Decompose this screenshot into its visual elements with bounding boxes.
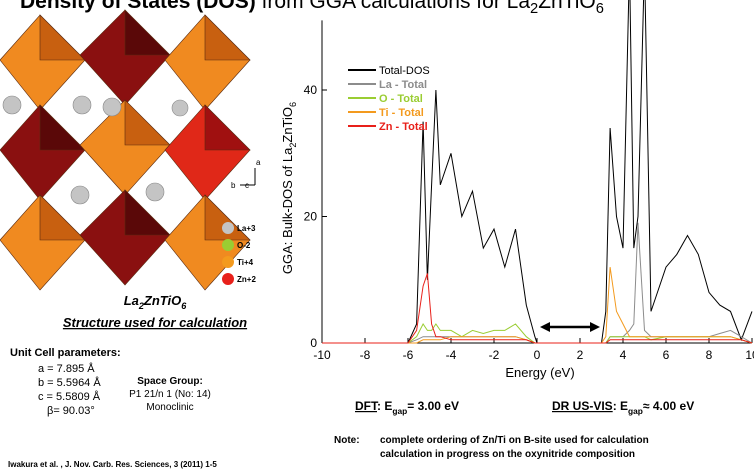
title-text: from GGA calculations for La [262, 0, 531, 13]
result-text: : E [613, 399, 628, 413]
y-label-text: GGA: Bulk-DOS of La [280, 147, 295, 274]
cell-heading: Unit Cell parameters: [10, 347, 121, 359]
y-label-text: ZnTiO [280, 107, 295, 143]
formula-text: La [124, 293, 139, 308]
space-group: P1 21/n 1 (No: 14) [129, 389, 211, 400]
result-text: : E [377, 399, 392, 413]
x-tick-label: -8 [360, 348, 371, 362]
formula: La2ZnTiO6 [124, 293, 188, 311]
cell-param: b = 5.5964 Å [38, 376, 101, 389]
dos-line [322, 0, 752, 343]
dos-line [322, 267, 752, 343]
result-text: ≈ 4.00 eV [643, 399, 694, 413]
axis-letter: b [231, 181, 236, 190]
title-bold: Density of States (DOS) [20, 0, 256, 13]
y-label-sub: 6 [288, 102, 298, 107]
atom-swatch [222, 273, 234, 285]
slide-title: Density of States (DOS) from GGA calcula… [20, 0, 604, 17]
cell-param: a = 7.895 Å [38, 362, 95, 375]
legend-label: Zn - Total [379, 121, 428, 133]
caption: Structure used for calculation [63, 315, 247, 330]
x-tick-label: -6 [403, 348, 414, 362]
x-tick-label: 2 [577, 348, 584, 362]
legend-label: O - Total [379, 93, 423, 105]
note-line: calculation in progress on the oxynitrid… [380, 449, 635, 460]
result-text: = 3.00 eV [407, 399, 459, 413]
y-axis-label: GGA: Bulk-DOS of La2ZnTiO6 [280, 102, 298, 274]
x-tick-label: -2 [489, 348, 500, 362]
series-group [322, 0, 752, 343]
dos-line [322, 273, 752, 343]
note-line: complete ordering of Zn/Ti on B-site use… [380, 435, 649, 446]
atom-swatch [222, 256, 234, 268]
axis-letter: a [256, 158, 261, 167]
x-tick-label: -4 [446, 348, 457, 362]
atom-label: Zn+2 [237, 275, 256, 284]
crystal-system: Monoclinic [146, 402, 193, 413]
x-tick-label: 8 [706, 348, 713, 362]
crystal-structure [0, 10, 250, 290]
result-sub: gap [392, 406, 407, 416]
title-text: ZnTiO [538, 0, 596, 13]
x-axis-label: Energy (eV) [505, 365, 574, 380]
result-sub: gap [628, 406, 643, 416]
title-sub: 2 [530, 1, 538, 17]
result-label: DR US-VIS [552, 399, 613, 413]
gap-arrow [540, 322, 600, 332]
citation: Iwakura et al. , J. Nov. Carb. Res. Scie… [8, 460, 217, 469]
x-tick-label: 4 [620, 348, 627, 362]
note-label: Note: [334, 435, 360, 446]
y-tick-label: 40 [304, 83, 318, 97]
cell-param: c = 5.5809 Å [38, 390, 101, 403]
title-sub: 6 [596, 1, 604, 17]
result-label: DFT [355, 399, 379, 413]
legend-label: Ti - Total [379, 107, 424, 119]
x-tick-label: 6 [663, 348, 670, 362]
formula-sub: 6 [181, 301, 187, 311]
atom-label: La+3 [237, 224, 256, 233]
axis-letter: c [245, 181, 249, 190]
x-tick-label: 10 [745, 348, 754, 362]
legend-label: La - Total [379, 79, 427, 91]
atom-swatch [222, 222, 234, 234]
atom-label: Ti+4 [237, 258, 254, 267]
atom-swatch [222, 239, 234, 251]
dft-gap: DFT: Egap= 3.00 eV [355, 399, 459, 416]
x-tick-label: 0 [534, 348, 541, 362]
x-tick-label: -10 [313, 348, 331, 362]
cell-param: β= 90.03° [47, 405, 95, 417]
legend-label: Total-DOS [379, 65, 430, 77]
drs-gap: DR US-VIS: Egap≈ 4.00 eV [552, 399, 694, 416]
slide: Density of States (DOS) from GGA calcula… [0, 0, 754, 473]
y-tick-label: 20 [304, 210, 318, 224]
formula-text: ZnTiO [143, 293, 181, 308]
atom-label: O-2 [237, 241, 251, 250]
space-group-heading: Space Group: [137, 376, 203, 387]
dos-line [322, 223, 752, 343]
